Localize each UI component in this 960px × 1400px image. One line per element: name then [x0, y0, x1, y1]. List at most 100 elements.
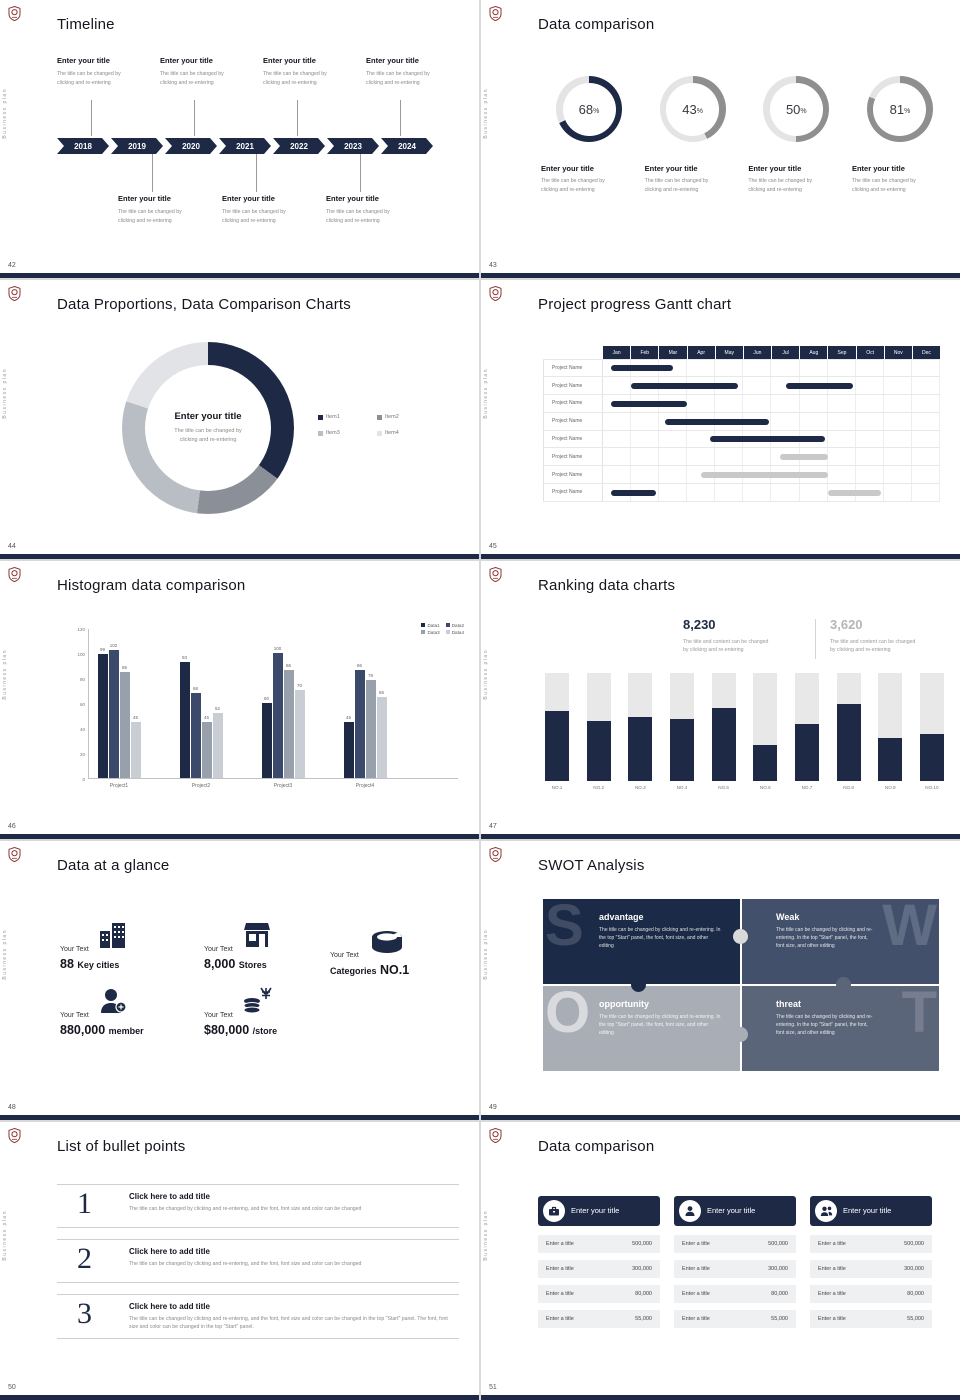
- ranking-column: NO.3: [628, 672, 653, 790]
- legend-marker: [445, 630, 450, 635]
- gantt-row: Project Name: [543, 377, 940, 395]
- donut-ring: 68%: [556, 76, 622, 142]
- ranking-fill: [711, 708, 736, 781]
- gantt-cell: [715, 394, 744, 412]
- gantt-cell: [771, 394, 800, 412]
- ranking-label: NO.4: [676, 784, 688, 790]
- timeline-entry-title: Enter your title: [57, 56, 110, 65]
- legend-label: Item4: [385, 430, 399, 437]
- timeline-entry: Enter your title The title can be changed…: [222, 194, 316, 226]
- donut-ring: 43%: [659, 76, 726, 142]
- stat-label: Your Text: [60, 1012, 89, 1020]
- timeline-entry-desc: The title can be changed by: [366, 71, 430, 77]
- ranking-fill: [669, 719, 694, 781]
- histogram-bar: [272, 652, 283, 778]
- gantt-cell: [828, 394, 856, 412]
- stat-label: Your Text: [204, 946, 233, 954]
- pie-legend: Item1 Item2 Item3 Item4: [318, 414, 430, 436]
- gantt-cell: [856, 377, 884, 394]
- ranking-fill: [545, 710, 569, 781]
- slide-45-gantt[interactable]: Business plan Project progress Gantt cha…: [481, 280, 960, 559]
- timeline-entry-desc: The title can be changed by: [57, 71, 121, 77]
- vertical-brand-text: Business plan: [483, 368, 489, 420]
- vertical-brand-text: Business plan: [2, 929, 8, 980]
- stat-number: $80,000: [204, 1023, 250, 1038]
- stat-categories: Your Text Categories NO.1: [330, 929, 409, 977]
- slide-51-comparison-cards[interactable]: Business plan Data comparison Enter your…: [481, 1121, 960, 1400]
- timeline-entry-title: Enter your title: [326, 194, 379, 203]
- slide-46-histogram[interactable]: Business plan Histogram data comparison …: [0, 560, 479, 840]
- ranking-label: NO.9: [884, 784, 896, 790]
- donut-center-desc: The title can be changed by: [174, 428, 242, 435]
- gantt-month-cell: Nov: [884, 346, 912, 360]
- swot-letter-t: T: [901, 986, 937, 1046]
- gantt-cell: [884, 412, 912, 430]
- histogram-bar: [130, 721, 141, 778]
- gantt-row: Project Name: [543, 359, 940, 378]
- slide-footer-bar: [481, 834, 960, 840]
- university-crest-icon: [489, 286, 502, 302]
- slide-50-bullet-list[interactable]: Business plan List of bullet points 1 Cl…: [0, 1121, 479, 1400]
- card-row: Enter a title 500,000: [538, 1234, 660, 1253]
- swot-quadrant-0: S advantage The title can be changed by …: [543, 899, 740, 985]
- university-crest-icon: [489, 1127, 502, 1143]
- stat-value: 8,000 Stores: [204, 957, 271, 971]
- timeline-entry-desc: The title can be changed by: [326, 209, 390, 215]
- card-row: Enter a title 55,000: [810, 1309, 932, 1328]
- bullet-number: 1: [77, 1186, 92, 1220]
- ranking-track: [545, 672, 569, 781]
- gantt-cell: [631, 466, 660, 483]
- row-value: 80,000: [771, 1290, 788, 1297]
- swot-heading: advantage: [599, 912, 644, 923]
- gantt-cell: [800, 483, 828, 501]
- row-label: Enter a title: [818, 1290, 846, 1297]
- histogram-bar: [179, 661, 190, 778]
- slide-43-data-comparison[interactable]: Business plan Data comparison 68% Enter y…: [481, 0, 960, 279]
- stat-desc: The title and content can be changed: [830, 638, 916, 645]
- bullet-item-2: 2 Click here to add title The title can …: [57, 1238, 459, 1283]
- timeline-entry-title: Enter your title: [263, 56, 316, 65]
- legend-marker: [318, 414, 323, 420]
- gantt-cell: [884, 360, 912, 377]
- ranking-stats: 8,230 The title and content can be chang…: [683, 617, 958, 659]
- slide-44-proportions[interactable]: Business plan Data Proportions, Data Com…: [0, 280, 479, 559]
- gantt-cell: [771, 483, 800, 501]
- vertical-brand-text: Business plan: [2, 368, 8, 420]
- gantt-cell: [856, 430, 884, 448]
- slide-47-ranking[interactable]: Business plan Ranking data charts 8,230 …: [481, 560, 960, 840]
- percent-sign: %: [904, 108, 911, 115]
- slide-48-data-glance[interactable]: Business plan Data at a glance Your Text…: [0, 841, 479, 1120]
- ranking-label: NO.3: [634, 784, 646, 790]
- timeline-connector: [360, 154, 361, 192]
- category-label: Project4: [355, 782, 375, 789]
- row-value: 55,000: [771, 1315, 788, 1322]
- y-tick-label: 40: [79, 726, 85, 732]
- category-label: Project2: [191, 782, 211, 789]
- slide-number: 49: [489, 1103, 497, 1111]
- bullet-list: 1 Click here to add title The title can …: [57, 1183, 459, 1350]
- slide-42-timeline[interactable]: Business plan Timeline 2018 2019 2020 2021 2…: [0, 0, 479, 279]
- category-label: Project1: [109, 782, 129, 789]
- ranking-fill: [919, 734, 944, 781]
- ranking-chart: NO.1 NO.2 NO.3 NO.4 NO.5 NO.6 NO.7 NO.8 NO.9 NO.1…: [545, 672, 944, 790]
- comparison-card: Enter your title Enter a title 500,000 Ente…: [538, 1195, 660, 1335]
- timeline-entry-desc: clicking and re-entering: [160, 80, 214, 86]
- row-label: Enter a title: [682, 1265, 710, 1272]
- university-crest-icon: [489, 5, 502, 22]
- donut-item-desc: The title can be changed by: [748, 178, 813, 184]
- gantt-cell: [687, 483, 716, 501]
- bullet-title: Click here to add title: [129, 1191, 210, 1201]
- donut-percent-value: 50: [785, 101, 801, 117]
- timeline-entry-desc: The title can be changed by: [160, 71, 224, 77]
- slide-49-swot[interactable]: Business plan SWOT Analysis S advantage …: [481, 841, 960, 1120]
- donut-item-title: Enter your title: [541, 164, 594, 173]
- y-tick-label: 80: [79, 676, 85, 682]
- gantt-cell: [800, 394, 828, 412]
- percent-sign: %: [593, 108, 600, 115]
- legend-label: Item2: [385, 414, 399, 421]
- timeline-entry: Enter your title The title can be changed…: [118, 194, 212, 226]
- ranking-column: NO.10: [919, 672, 944, 790]
- percent-sign: %: [696, 108, 703, 115]
- gantt-months: Jan Feb Mar Apr May Jun Jul Aug Sep Oct Nov Dec: [603, 346, 941, 360]
- category-label: Project3: [273, 782, 293, 789]
